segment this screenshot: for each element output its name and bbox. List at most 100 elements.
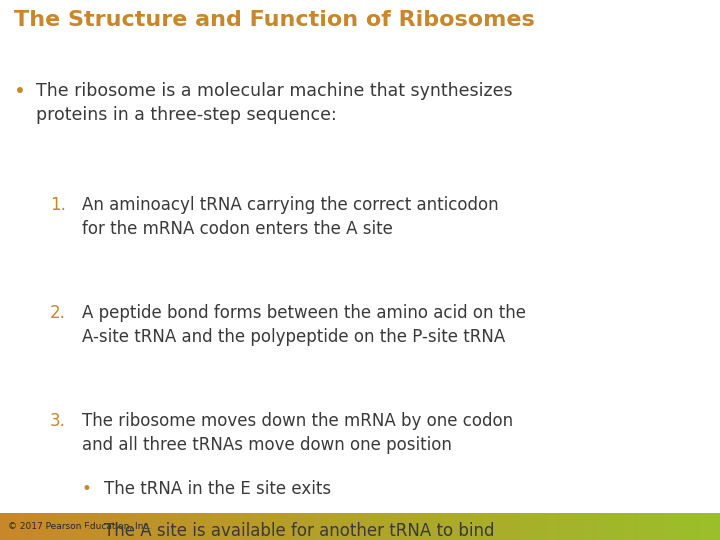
Bar bbox=[242, 513, 243, 540]
Bar bbox=[258, 513, 259, 540]
Bar bbox=[494, 513, 495, 540]
Bar bbox=[515, 513, 516, 540]
Bar bbox=[72, 513, 73, 540]
Bar bbox=[569, 513, 570, 540]
Bar bbox=[171, 513, 172, 540]
Bar bbox=[44, 513, 45, 540]
Bar bbox=[253, 513, 254, 540]
Bar bbox=[282, 513, 283, 540]
Bar bbox=[331, 513, 332, 540]
Bar bbox=[127, 513, 128, 540]
Bar bbox=[403, 513, 404, 540]
Bar bbox=[97, 513, 98, 540]
Bar bbox=[73, 513, 74, 540]
Bar bbox=[100, 513, 101, 540]
Bar bbox=[693, 513, 694, 540]
Bar bbox=[396, 513, 397, 540]
Bar bbox=[16, 513, 17, 540]
Bar bbox=[66, 513, 67, 540]
Bar bbox=[519, 513, 520, 540]
Bar bbox=[114, 513, 115, 540]
Bar bbox=[318, 513, 319, 540]
Bar bbox=[544, 513, 545, 540]
Bar bbox=[177, 513, 178, 540]
Bar bbox=[274, 513, 275, 540]
Bar bbox=[198, 513, 199, 540]
Bar bbox=[432, 513, 433, 540]
Bar bbox=[383, 513, 384, 540]
Bar bbox=[552, 513, 553, 540]
Bar bbox=[684, 513, 685, 540]
Bar bbox=[551, 513, 552, 540]
Bar bbox=[549, 513, 550, 540]
Bar bbox=[363, 513, 364, 540]
Bar bbox=[484, 513, 485, 540]
Bar bbox=[13, 513, 14, 540]
Bar bbox=[580, 513, 581, 540]
Bar bbox=[314, 513, 315, 540]
Bar bbox=[451, 513, 452, 540]
Bar bbox=[351, 513, 352, 540]
Bar bbox=[81, 513, 82, 540]
Bar bbox=[14, 513, 15, 540]
Bar bbox=[193, 513, 194, 540]
Bar bbox=[159, 513, 160, 540]
Bar bbox=[182, 513, 183, 540]
Bar bbox=[382, 513, 383, 540]
Bar bbox=[7, 513, 8, 540]
Bar bbox=[20, 513, 21, 540]
Bar bbox=[630, 513, 631, 540]
Bar bbox=[660, 513, 661, 540]
Bar bbox=[570, 513, 571, 540]
Bar bbox=[130, 513, 131, 540]
Bar bbox=[477, 513, 478, 540]
Bar bbox=[74, 513, 75, 540]
Bar bbox=[173, 513, 174, 540]
Bar bbox=[357, 513, 358, 540]
Bar bbox=[251, 513, 252, 540]
Bar bbox=[384, 513, 385, 540]
Bar bbox=[142, 513, 143, 540]
Bar bbox=[595, 513, 596, 540]
Bar bbox=[236, 513, 237, 540]
Bar bbox=[651, 513, 652, 540]
Bar bbox=[656, 513, 657, 540]
Bar bbox=[181, 513, 182, 540]
Bar bbox=[317, 513, 318, 540]
Bar bbox=[32, 513, 33, 540]
Bar bbox=[385, 513, 386, 540]
Bar bbox=[542, 513, 543, 540]
Bar bbox=[95, 513, 96, 540]
Bar bbox=[57, 513, 58, 540]
Bar bbox=[170, 513, 171, 540]
Bar bbox=[637, 513, 638, 540]
Bar bbox=[267, 513, 268, 540]
Bar bbox=[28, 513, 29, 540]
Bar bbox=[178, 513, 179, 540]
Bar bbox=[674, 513, 675, 540]
Bar bbox=[586, 513, 587, 540]
Text: © 2017 Pearson Education, Inc.: © 2017 Pearson Education, Inc. bbox=[8, 522, 151, 531]
Bar bbox=[504, 513, 505, 540]
Bar bbox=[434, 513, 435, 540]
Bar bbox=[629, 513, 630, 540]
Bar bbox=[54, 513, 55, 540]
Bar bbox=[420, 513, 421, 540]
Bar bbox=[675, 513, 676, 540]
Bar bbox=[141, 513, 142, 540]
Bar bbox=[701, 513, 702, 540]
Bar bbox=[487, 513, 488, 540]
Bar bbox=[457, 513, 458, 540]
Bar bbox=[456, 513, 457, 540]
Bar bbox=[90, 513, 91, 540]
Bar bbox=[235, 513, 236, 540]
Bar bbox=[376, 513, 377, 540]
Bar bbox=[649, 513, 650, 540]
Bar bbox=[280, 513, 281, 540]
Bar bbox=[126, 513, 127, 540]
Bar bbox=[248, 513, 249, 540]
Bar bbox=[524, 513, 525, 540]
Bar bbox=[293, 513, 294, 540]
Bar bbox=[27, 513, 28, 540]
Bar bbox=[301, 513, 302, 540]
